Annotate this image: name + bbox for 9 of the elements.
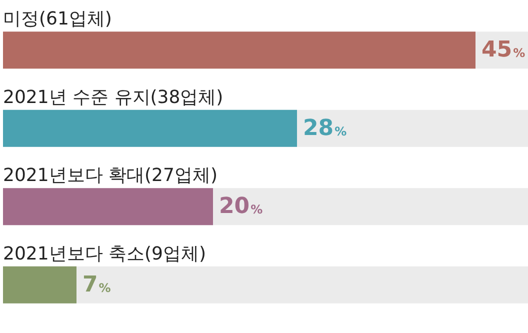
data-label: 45% <box>482 38 526 63</box>
y-tick-label: 2021년 수준 유지(38업체) <box>3 86 224 108</box>
y-tick-label: 2021년보다 축소(9업체) <box>3 243 206 264</box>
bar <box>3 266 76 304</box>
data-label: 7% <box>82 272 111 298</box>
y-tick-label: 2021년보다 확대(27업체) <box>3 165 218 186</box>
y-tick-label: 미정(61업체) <box>3 8 112 30</box>
data-label: 28% <box>303 116 347 141</box>
data-label: 20% <box>219 194 263 220</box>
